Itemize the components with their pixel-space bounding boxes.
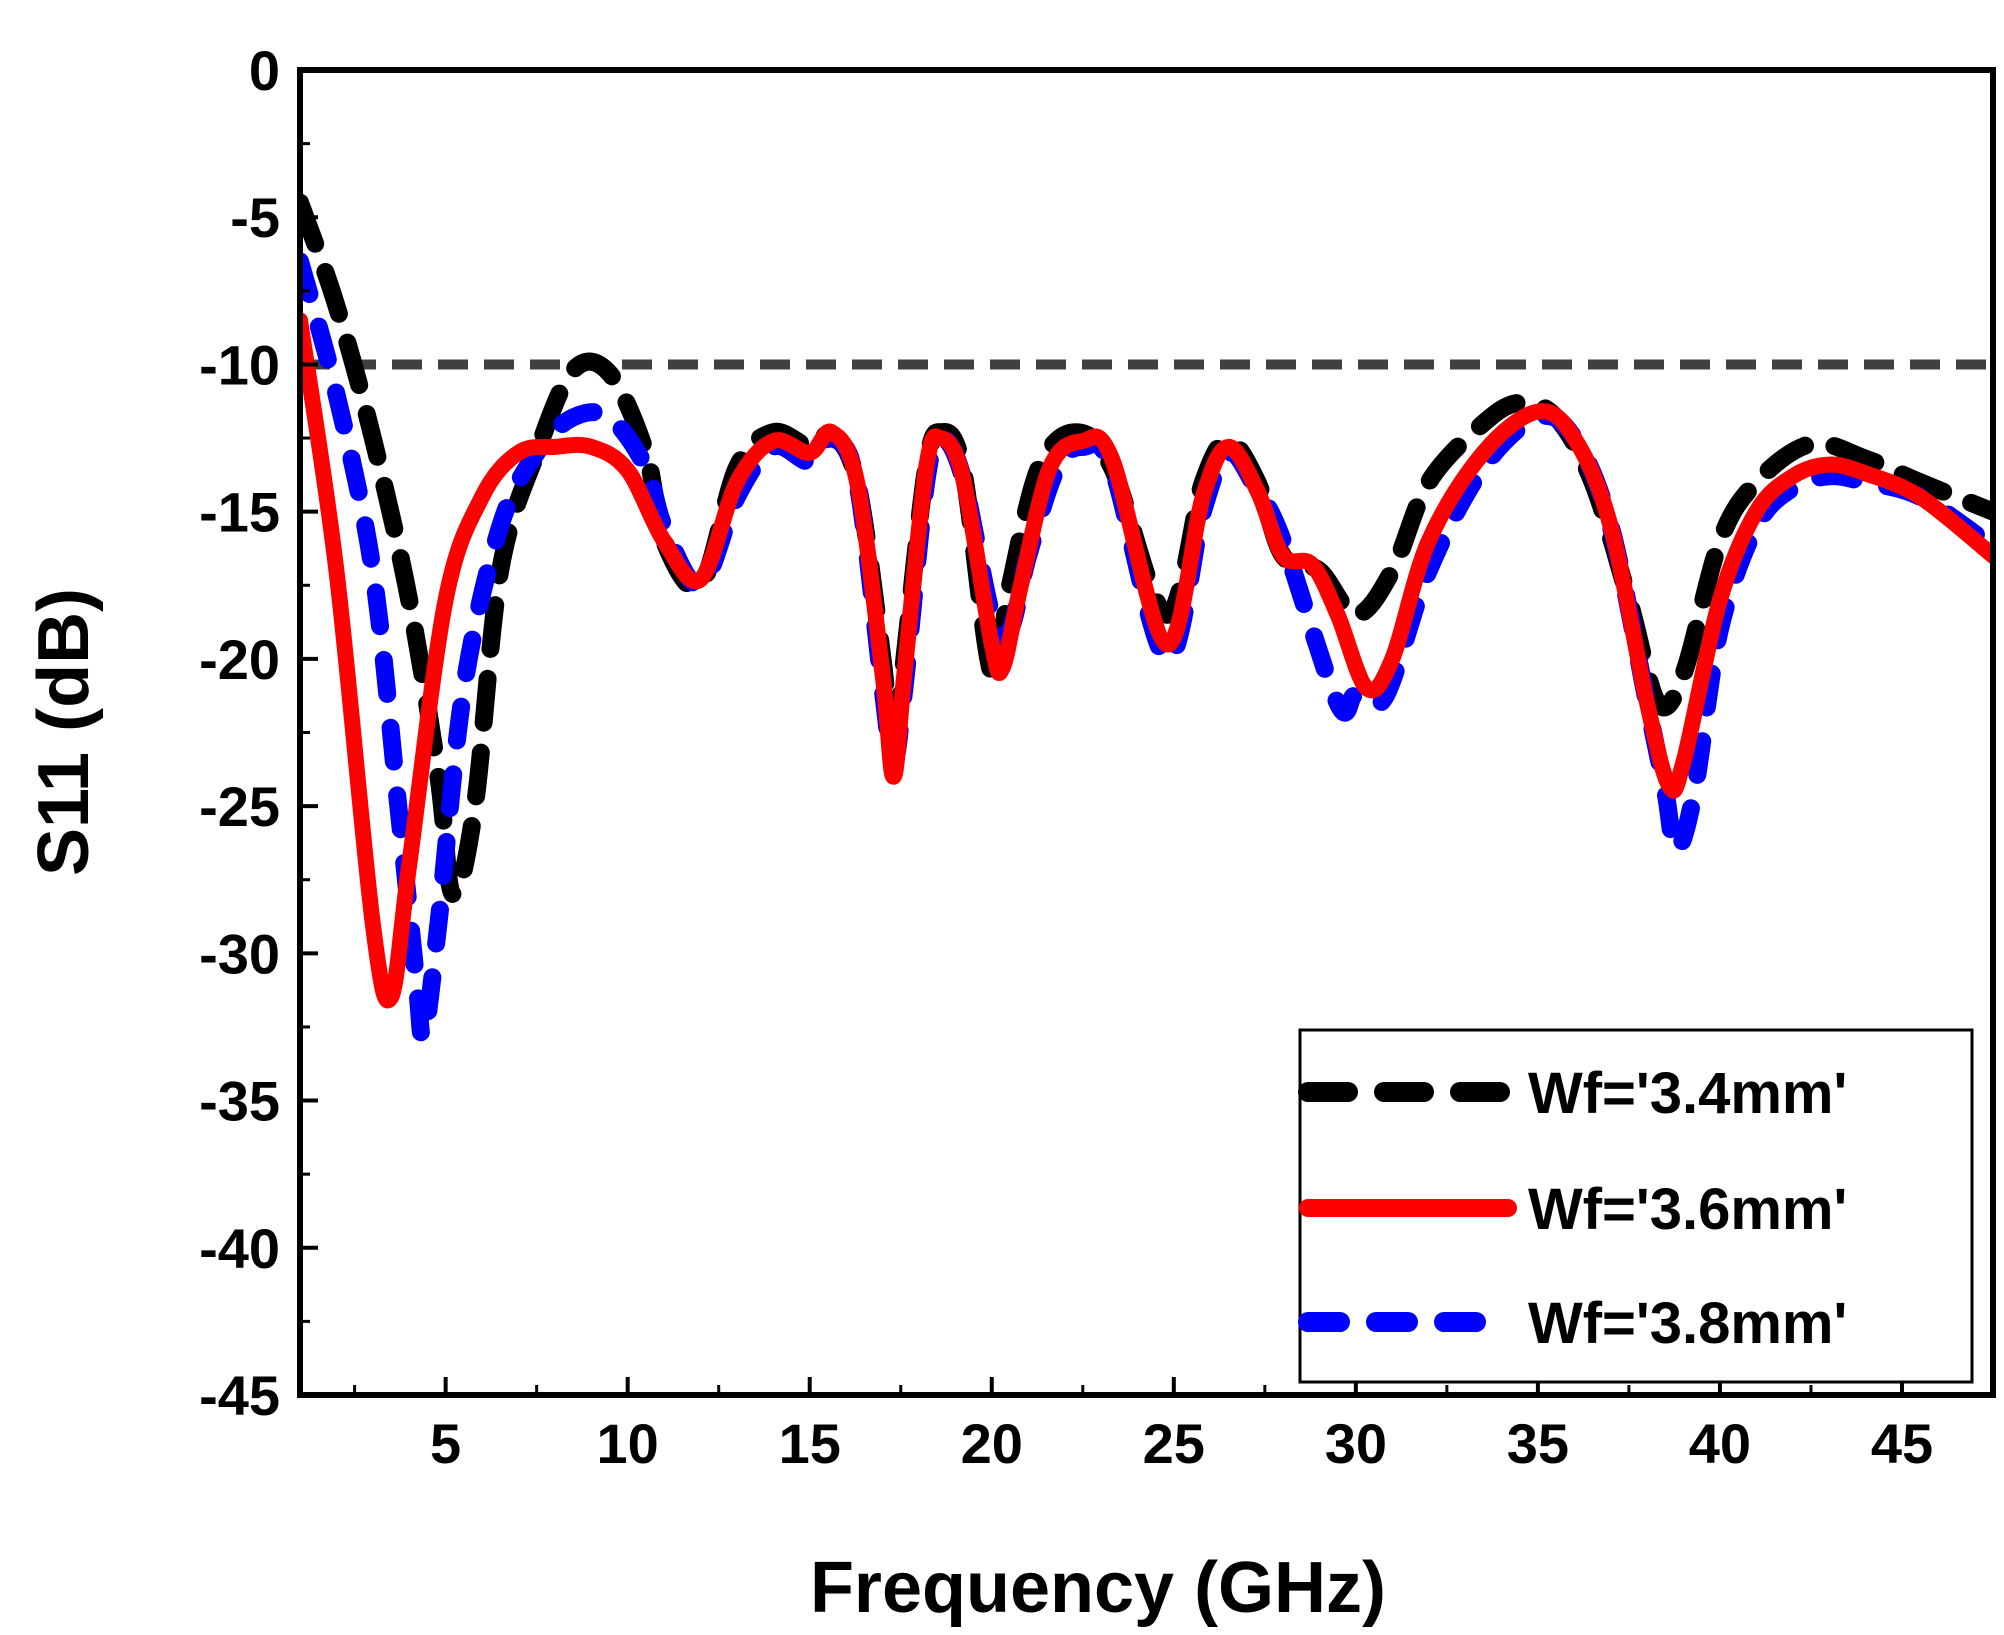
- y-tick-label--15: -15: [199, 481, 280, 544]
- series-line-2: [300, 252, 1993, 1047]
- y-tick-label--25: -25: [199, 775, 280, 838]
- series-layer: [300, 193, 1993, 1047]
- x-tick-label-5: 5: [430, 1412, 461, 1475]
- y-tick-label--20: -20: [199, 628, 280, 691]
- y-tick-label-0: 0: [249, 39, 280, 102]
- x-tick-label-25: 25: [1143, 1412, 1205, 1475]
- y-tick-label--10: -10: [199, 333, 280, 396]
- legend-label-0: Wf='3.4mm': [1528, 1061, 1847, 1126]
- y-axis-title: S11 (dB): [24, 588, 104, 876]
- y-tick-label--30: -30: [199, 922, 280, 985]
- legend-label-2: Wf='3.8mm': [1528, 1291, 1847, 1356]
- x-tick-label-35: 35: [1507, 1412, 1569, 1475]
- series-line-1: [300, 312, 1993, 1009]
- x-tick-label-45: 45: [1871, 1412, 1933, 1475]
- x-axis-title: Frequency (GHz): [810, 1548, 1386, 1628]
- tick-layer: 5 10 15 20 25 30 35 40 45 0 -5 -10 -15 -20 -25 -30 -35 -4…: [199, 39, 1933, 1475]
- legend: Wf='3.4mm' Wf='3.6mm' Wf='3.8mm': [1298, 1028, 1974, 1384]
- x-tick-label-40: 40: [1689, 1412, 1751, 1475]
- y-tick-label--35: -35: [199, 1070, 280, 1133]
- y-tick-label--5: -5: [230, 186, 280, 249]
- legend-label-1: Wf='3.6mm': [1528, 1177, 1847, 1242]
- x-tick-label-10: 10: [597, 1412, 659, 1475]
- y-tick-label--40: -40: [199, 1217, 280, 1280]
- y-tick-label--45: -45: [199, 1364, 280, 1427]
- x-tick-label-30: 30: [1325, 1412, 1387, 1475]
- x-tick-label-20: 20: [961, 1412, 1023, 1475]
- x-tick-label-15: 15: [779, 1412, 841, 1475]
